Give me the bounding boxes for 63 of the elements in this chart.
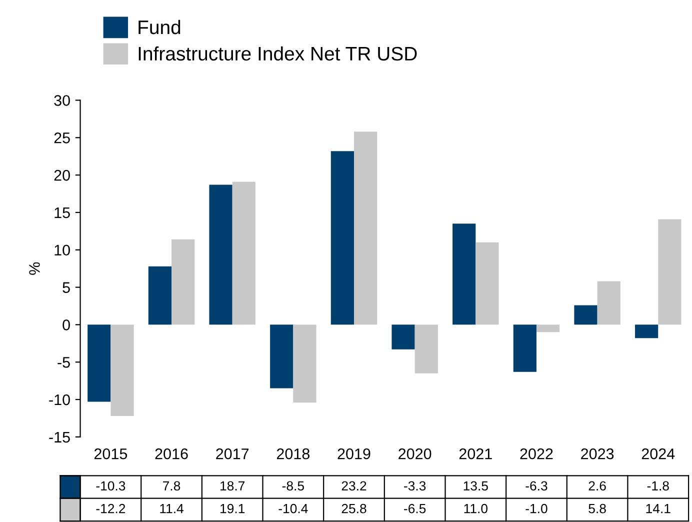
y-tick-label: -5 <box>58 357 70 368</box>
y-tick-label: 15 <box>54 207 70 218</box>
bar <box>270 324 294 388</box>
data-label: -12.2 <box>96 504 126 514</box>
data-label: 7.8 <box>163 481 180 491</box>
x-tick-label: 2017 <box>216 448 249 460</box>
bar <box>232 182 256 325</box>
x-tick-label: 2016 <box>155 448 188 460</box>
data-label: 18.7 <box>220 481 245 491</box>
data-label: -8.5 <box>282 481 304 491</box>
x-tick-label: 2024 <box>642 448 675 460</box>
y-axis-title: % <box>29 262 40 275</box>
bar <box>172 239 195 325</box>
y-tick-label: 10 <box>54 244 70 256</box>
data-label: 11.4 <box>160 504 184 514</box>
bar <box>354 132 378 325</box>
x-tick-label: 2020 <box>398 448 432 460</box>
data-label: -10.4 <box>278 504 308 514</box>
data-label: 5.8 <box>588 504 606 514</box>
data-label: 2.6 <box>588 481 606 491</box>
bar <box>330 151 354 325</box>
bar <box>88 324 111 402</box>
data-label: -10.3 <box>96 481 126 491</box>
data-label: 14.1 <box>646 504 670 514</box>
bar <box>574 305 598 325</box>
bar <box>635 324 658 338</box>
y-tick-label: 30 <box>54 95 70 106</box>
data-label: -6.3 <box>526 481 548 491</box>
data-label: 19.1 <box>220 504 245 514</box>
bar <box>452 224 476 325</box>
legend-label: Infrastructure Index Net TR USD <box>138 46 417 61</box>
data-label: -1.8 <box>647 481 669 491</box>
bar <box>209 184 232 325</box>
data-label: 11.0 <box>464 504 488 514</box>
bar <box>293 324 316 402</box>
data-label: -1.0 <box>526 504 548 514</box>
x-tick-label: 2021 <box>459 448 492 460</box>
data-label: 25.8 <box>342 504 366 514</box>
bar <box>110 324 134 416</box>
data-label: 23.2 <box>342 481 366 491</box>
bar <box>414 324 438 374</box>
x-tick-label: 2022 <box>520 448 553 460</box>
data-label: -6.5 <box>404 504 426 514</box>
bar <box>513 324 536 372</box>
bar <box>536 324 560 332</box>
y-tick-label: 0 <box>62 320 70 330</box>
bar <box>476 242 499 325</box>
y-tick-label: -15 <box>49 432 70 443</box>
data-label: 13.5 <box>464 481 488 491</box>
bar <box>658 219 682 325</box>
legend-label: Fund <box>138 20 180 34</box>
x-tick-label: 2023 <box>581 448 614 460</box>
bar <box>392 324 415 350</box>
x-tick-label: 2015 <box>94 448 128 460</box>
bar <box>597 281 620 325</box>
y-tick-label: -10 <box>49 394 70 406</box>
y-tick-label: 25 <box>54 132 70 144</box>
y-tick-label: 5 <box>62 282 70 293</box>
y-tick-label: 20 <box>54 170 70 181</box>
data-label: -3.3 <box>404 481 426 491</box>
x-tick-label: 2019 <box>338 448 370 460</box>
x-tick-label: 2018 <box>276 448 310 460</box>
bar <box>148 266 172 325</box>
